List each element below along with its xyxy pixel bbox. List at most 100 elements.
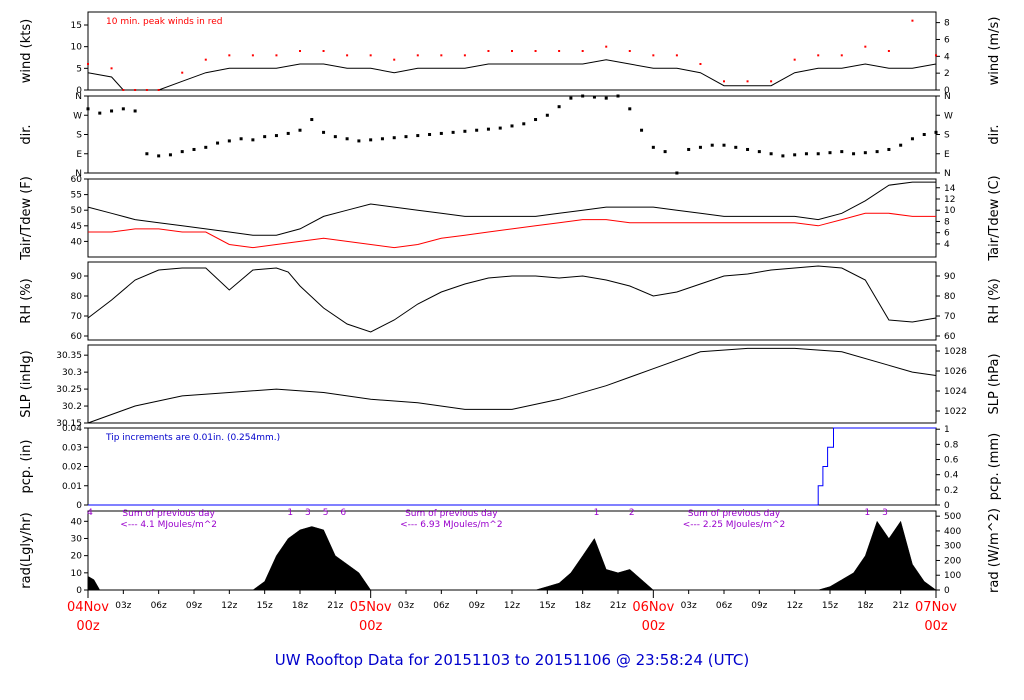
point-dir [145, 152, 149, 156]
point-dir [510, 124, 514, 128]
point-dir [274, 134, 278, 138]
peak-wind-point [228, 54, 231, 57]
ytick-label-wind: 0 [76, 86, 82, 96]
ytick-label-right-temp: 8 [944, 217, 950, 227]
peak-wind-point [416, 54, 419, 57]
point-dir [98, 111, 102, 115]
point-dir [263, 135, 267, 139]
point-dir [592, 95, 596, 99]
ytick-label-right-temp: 6 [944, 229, 950, 239]
ytick-label-slp: 30.25 [56, 385, 82, 395]
point-dir [640, 128, 644, 132]
x-tick-label: 15z [257, 601, 273, 611]
point-dir [451, 130, 455, 134]
panel-rh: RH (%) RH (%) 60 70 80 90 60 70 80 90 [19, 261, 1002, 342]
peak-wind-point [935, 54, 937, 57]
day-sum-value: <--- 2.25 MJoules/m^2 [683, 520, 785, 530]
ytick-label-right-pcp: 0.2 [944, 486, 958, 496]
peak-wind-point [887, 50, 890, 52]
ytick-label-slp: 30.2 [62, 402, 82, 412]
point-dir [404, 135, 408, 139]
ytick-label-right-rh: 80 [944, 292, 956, 302]
point-dir [439, 131, 443, 135]
ytick-label-right-temp: 4 [944, 240, 950, 250]
peak-wind-point [534, 50, 537, 52]
ytick-label-right-dir: S [944, 131, 950, 141]
point-dir [369, 138, 373, 142]
panel-wind: wind (kts) wind (m/s) 0 5 10 15 0 2 4 6 8 10 min. p… [19, 11, 1002, 96]
ytick-label-pcp: 0.01 [62, 482, 82, 492]
ylabel-right-wind: wind (m/s) [987, 17, 1002, 86]
x-tick-label: 21z [610, 601, 626, 611]
day-sum-value: <--- 6.93 MJoules/m^2 [400, 520, 502, 530]
ytick-label-right-slp: 1024 [944, 387, 967, 397]
ytick-label-temp: 50 [71, 206, 83, 216]
ylabel-left-wind: wind (kts) [19, 19, 34, 83]
x-tick-label: 18z [857, 601, 873, 611]
point-dir [899, 143, 903, 147]
ytick-label-rad: 30 [71, 534, 83, 544]
annotation-pcp: Tip increments are 0.01in. (0.254mm.) [105, 433, 280, 443]
point-dir [875, 150, 879, 154]
peak-wind-point [770, 80, 773, 83]
ylabel-right-pcp: pcp. (mm) [987, 433, 1002, 500]
point-dir [557, 105, 561, 109]
ytick-label-right-dir: E [944, 150, 950, 160]
ytick-label-right-pcp: 0.4 [944, 471, 959, 481]
x-tick-label: 06z [433, 601, 449, 611]
panel-frame-wind [87, 11, 937, 91]
peak-wind-point [864, 45, 867, 48]
x-tick-label: 09z [186, 601, 202, 611]
day-label: 06Nov [632, 600, 674, 615]
ylabel-right-rh: RH (%) [987, 278, 1002, 323]
point-dir [781, 154, 785, 158]
ylabel-left-temp: Tair/Tdew (F) [19, 176, 34, 261]
x-tick-label: 12z [221, 601, 237, 611]
day-sum-title: Sum of previous day [688, 509, 781, 519]
point-dir [651, 145, 655, 149]
peak-wind-point [652, 54, 655, 57]
ytick-label-right-rad: 500 [944, 512, 961, 522]
peak-wind-point [558, 50, 561, 52]
line-wind-0 [87, 59, 937, 91]
point-dir [710, 143, 714, 147]
point-dir [310, 118, 314, 122]
point-dir [793, 153, 797, 157]
point-dir [216, 141, 220, 145]
day-hour-label: 00z [76, 619, 100, 634]
ytick-label-dir: W [73, 111, 82, 121]
peak-wind-point [275, 54, 278, 57]
ylabel-right-rad: rad (W/m^2) [987, 508, 1002, 593]
line-rh-0 [87, 265, 937, 333]
point-dir [133, 109, 137, 113]
peak-wind-point [440, 54, 443, 57]
ylabel-right-slp: SLP (hPa) [987, 353, 1002, 414]
rad-hour-mark: 5 [323, 508, 329, 518]
x-tick-label: 09z [751, 601, 767, 611]
peak-wind-point [675, 54, 678, 57]
x-tick-label: 18z [292, 601, 308, 611]
point-dir [628, 107, 632, 111]
ytick-label-right-dir: N [944, 92, 951, 102]
point-dir [475, 128, 479, 132]
point-dir [769, 152, 773, 156]
panel-dir: dir. dir.N NE ES SW WN N [19, 92, 1002, 179]
point-dir [545, 113, 549, 117]
x-tick-label: 18z [575, 601, 591, 611]
ytick-label-right-pcp: 0.8 [944, 440, 959, 450]
ytick-label-rh: 60 [71, 332, 83, 342]
day-label: 05Nov [350, 600, 392, 615]
rad-hour-mark: 1 [287, 508, 293, 518]
ytick-label-temp: 55 [71, 191, 82, 201]
point-dir [910, 137, 914, 141]
line-pcp-0 [88, 427, 936, 506]
x-tick-label: 12z [504, 601, 520, 611]
ylabel-left-pcp: pcp. (in) [19, 440, 34, 494]
ylabel-right-dir: dir. [987, 124, 1002, 144]
ylabel-right-temp: Tair/Tdew (C) [987, 175, 1002, 261]
ytick-label-slp: 30.3 [62, 368, 82, 378]
point-dir [734, 145, 738, 149]
peak-wind-point [322, 50, 325, 52]
point-dir [746, 147, 750, 151]
